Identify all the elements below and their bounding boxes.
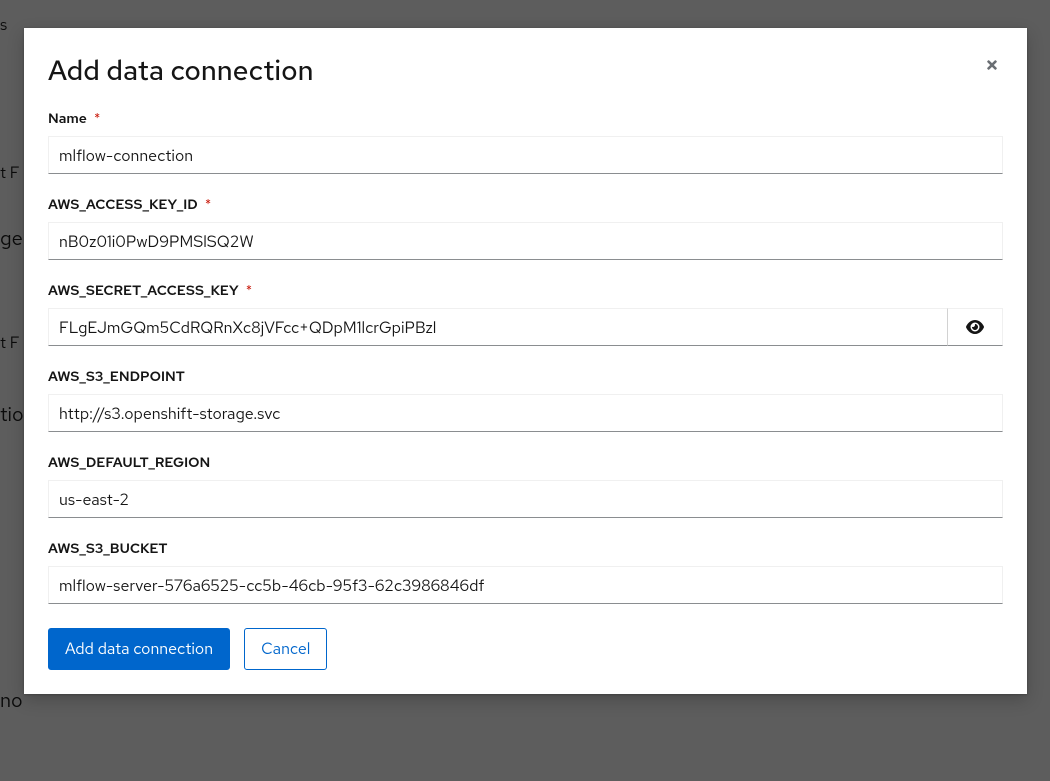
s3-endpoint-field-group: AWS_S3_ENDPOINT: [48, 368, 1003, 432]
required-indicator: *: [94, 110, 100, 128]
secret-key-input[interactable]: [48, 308, 947, 346]
add-data-connection-modal: Add data connection Name * AWS_ACCESS_KE…: [24, 28, 1027, 694]
name-input[interactable]: [48, 136, 1003, 174]
region-label-text: AWS_DEFAULT_REGION: [48, 454, 210, 472]
s3-bucket-input[interactable]: [48, 566, 1003, 604]
name-field-group: Name *: [48, 110, 1003, 174]
required-indicator: *: [246, 282, 252, 300]
required-indicator: *: [205, 196, 211, 214]
access-key-field-group: AWS_ACCESS_KEY_ID *: [48, 196, 1003, 260]
modal-header: Add data connection: [48, 52, 1003, 88]
s3-endpoint-label-text: AWS_S3_ENDPOINT: [48, 368, 185, 386]
access-key-label-text: AWS_ACCESS_KEY_ID: [48, 196, 198, 214]
close-button[interactable]: [981, 54, 1003, 76]
s3-bucket-field-group: AWS_S3_BUCKET: [48, 540, 1003, 604]
eye-icon: [966, 318, 984, 336]
access-key-input[interactable]: [48, 222, 1003, 260]
name-label-text: Name: [48, 110, 87, 128]
s3-bucket-label-text: AWS_S3_BUCKET: [48, 540, 167, 558]
s3-endpoint-input[interactable]: [48, 394, 1003, 432]
secret-key-input-group: [48, 308, 1003, 346]
close-icon: [985, 58, 999, 72]
cancel-button[interactable]: Cancel: [244, 628, 327, 670]
add-data-connection-button[interactable]: Add data connection: [48, 628, 230, 670]
region-input[interactable]: [48, 480, 1003, 518]
region-label: AWS_DEFAULT_REGION: [48, 454, 1003, 472]
toggle-visibility-button[interactable]: [947, 308, 1003, 346]
secret-key-field-group: AWS_SECRET_ACCESS_KEY *: [48, 282, 1003, 346]
secret-key-label: AWS_SECRET_ACCESS_KEY *: [48, 282, 1003, 300]
region-field-group: AWS_DEFAULT_REGION: [48, 454, 1003, 518]
secret-key-label-text: AWS_SECRET_ACCESS_KEY: [48, 282, 239, 300]
name-label: Name *: [48, 110, 1003, 128]
modal-title: Add data connection: [48, 52, 313, 88]
modal-footer: Add data connection Cancel: [48, 628, 1003, 670]
access-key-label: AWS_ACCESS_KEY_ID *: [48, 196, 1003, 214]
s3-bucket-label: AWS_S3_BUCKET: [48, 540, 1003, 558]
s3-endpoint-label: AWS_S3_ENDPOINT: [48, 368, 1003, 386]
